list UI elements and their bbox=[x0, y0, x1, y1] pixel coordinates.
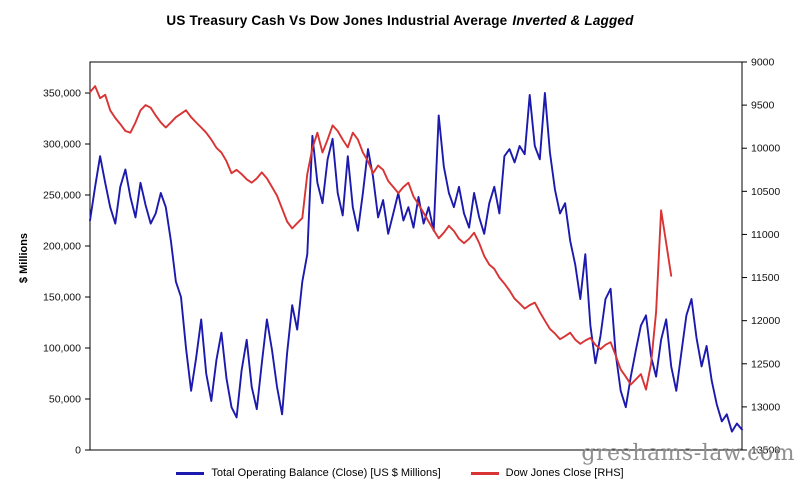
legend-label-dow: Dow Jones Close [RHS] bbox=[505, 467, 624, 479]
chart-title-emphasis: Inverted & Lagged bbox=[512, 13, 634, 28]
watermark-text: greshams-law.com bbox=[581, 441, 795, 466]
dow-line-swatch bbox=[470, 471, 499, 475]
left-axis-tick-label: 350,000 bbox=[43, 88, 81, 100]
left-axis-tick-label: 300,000 bbox=[43, 139, 81, 151]
right-axis-ticks: 9000 9500 10000 10500 11000 11500 12000 12500 13… bbox=[742, 57, 780, 457]
chart-legend: Total Operating Balance (Close) [US $ Mi… bbox=[0, 467, 800, 479]
right-axis-tick-label: 9000 bbox=[751, 57, 775, 69]
left-axis-tick-label: 200,000 bbox=[43, 241, 81, 253]
left-axis-tick-label: 100,000 bbox=[43, 343, 81, 355]
legend-item-treasury: Total Operating Balance (Close) [US $ Mi… bbox=[176, 467, 441, 479]
left-axis-tick-label: 250,000 bbox=[43, 190, 81, 202]
legend-label-treasury: Total Operating Balance (Close) [US $ Mi… bbox=[211, 467, 441, 479]
right-axis-tick-label: 12500 bbox=[751, 358, 780, 370]
right-axis-tick-label: 10000 bbox=[751, 143, 780, 155]
left-axis-ticks: 0 50,000 100,000 150,000 200,000 250,000 300,0… bbox=[43, 88, 90, 457]
chart-title-main: US Treasury Cash Vs Dow Jones Industrial… bbox=[166, 13, 508, 28]
left-axis-tick-label: 150,000 bbox=[43, 292, 81, 304]
right-axis-tick-label: 9500 bbox=[751, 100, 775, 112]
treasury-line-swatch bbox=[176, 471, 205, 475]
left-axis-tick-label: 50,000 bbox=[49, 394, 81, 406]
legend-item-dow: Dow Jones Close [RHS] bbox=[470, 467, 624, 479]
right-axis-tick-label: 11500 bbox=[751, 272, 780, 284]
treasury-cash-line bbox=[89, 92, 743, 433]
dow-jones-line bbox=[89, 85, 673, 391]
right-axis-tick-label: 13000 bbox=[751, 401, 780, 413]
right-axis-tick-label: 13500 bbox=[751, 445, 780, 457]
right-axis-tick-label: 12000 bbox=[751, 315, 780, 327]
chart-title: US Treasury Cash Vs Dow Jones Industrial… bbox=[0, 13, 800, 28]
right-axis-tick-label: 10500 bbox=[751, 186, 780, 198]
right-axis-tick-label: 11000 bbox=[751, 229, 780, 241]
plot-frame bbox=[89, 61, 743, 451]
left-axis-tick-label: 0 bbox=[75, 445, 81, 457]
